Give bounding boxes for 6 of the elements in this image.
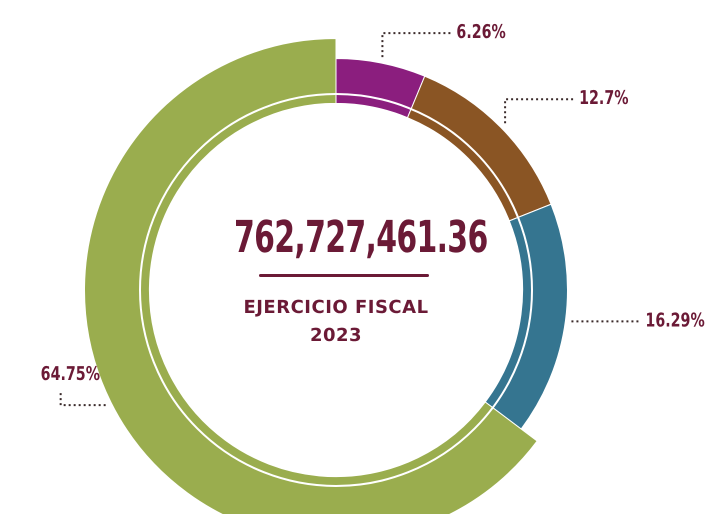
data-label: 64.75%: [40, 362, 100, 385]
data-label: 16.29%: [645, 308, 705, 331]
text: 762,727,461.36: [234, 212, 488, 263]
data-label: 6.26%: [456, 20, 506, 43]
data-label: 12.7%: [579, 86, 629, 109]
text: EJERCICIO FISCAL 2023: [242, 296, 430, 348]
